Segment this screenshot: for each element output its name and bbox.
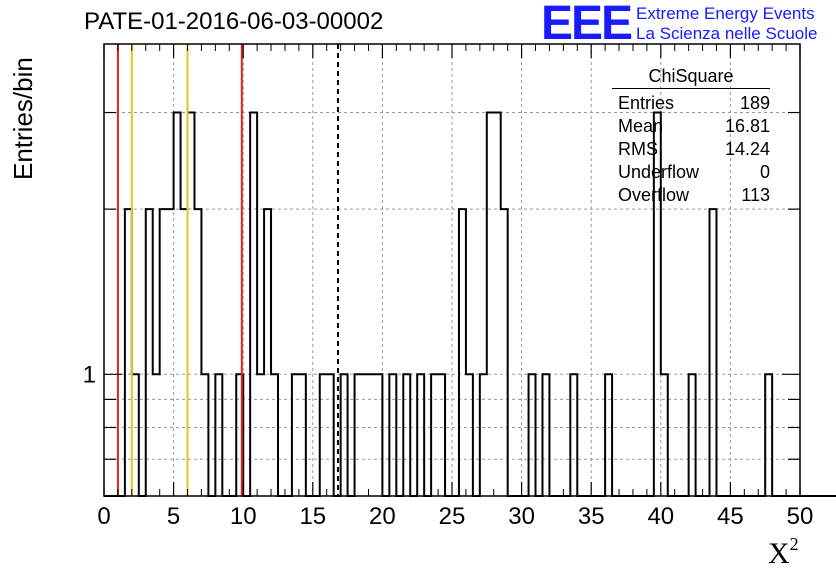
y-axis-label: Entries/bin: [8, 57, 38, 180]
stats-label: Underflow: [618, 162, 700, 182]
stats-row-overflow: Overflow 113: [612, 185, 772, 208]
stats-value: 113: [741, 185, 770, 205]
x-tick-label: 20: [369, 503, 396, 530]
x-tick-label: 5: [167, 503, 180, 530]
stats-label: Overflow: [618, 185, 690, 205]
x-axis-label-base: X: [768, 537, 790, 570]
x-tick-label: 45: [717, 503, 744, 530]
stats-row-entries: Entries 189: [612, 93, 772, 116]
stats-value: 14.24: [724, 139, 770, 159]
x-tick-label: 0: [97, 503, 110, 530]
x-tick-label: 25: [439, 503, 466, 530]
chart-title: PATE-01-2016-06-03-00002: [84, 8, 384, 35]
stats-row-mean: Mean 16.81: [612, 116, 772, 139]
x-tick-label: 10: [230, 503, 257, 530]
x-tick-label: 30: [508, 503, 535, 530]
stats-value: 189: [739, 93, 770, 113]
stats-box: ChiSquare Entries 189 Mean 16.81 RMS 14.…: [612, 66, 772, 208]
stats-header: ChiSquare: [612, 66, 770, 89]
stats-value: 16.81: [724, 116, 770, 136]
stats-row-rms: RMS 14.24: [612, 139, 772, 162]
x-tick-label: 40: [647, 503, 674, 530]
x-tick-label: 15: [299, 503, 326, 530]
stats-label: RMS: [618, 139, 658, 159]
y-tick-label: 1: [83, 361, 96, 388]
stats-value: 0: [759, 162, 770, 182]
logo-line-2: La Scienza nelle Scuole: [636, 24, 818, 43]
stats-label: Entries: [618, 93, 675, 113]
stats-row-underflow: Underflow 0: [612, 162, 772, 185]
plot-area: [104, 44, 800, 496]
stats-label: Mean: [618, 116, 664, 136]
eee-logo-text: Extreme Energy Events La Scienza nelle S…: [636, 4, 817, 44]
x-tick-label: 35: [578, 503, 605, 530]
x-tick-label: 50: [787, 503, 814, 530]
x-axis-label: X2: [768, 534, 799, 571]
x-axis-label-superscript: 2: [789, 534, 799, 554]
logo-line-1: Extreme Energy Events: [636, 4, 815, 23]
eee-logo: EEE: [541, 0, 633, 50]
